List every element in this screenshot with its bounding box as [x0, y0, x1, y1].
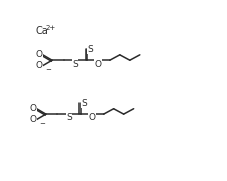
Text: O: O	[29, 104, 36, 113]
Text: O: O	[35, 50, 42, 59]
Text: S: S	[88, 45, 94, 54]
Text: S: S	[72, 60, 78, 69]
Text: S: S	[66, 113, 72, 123]
Text: O: O	[29, 115, 36, 124]
Text: O: O	[35, 61, 42, 70]
Text: S: S	[81, 99, 87, 108]
Text: 2+: 2+	[45, 25, 55, 31]
Text: O: O	[95, 60, 102, 69]
Text: Ca: Ca	[35, 26, 48, 36]
Text: −: −	[45, 67, 51, 73]
Text: O: O	[89, 113, 96, 123]
Text: −: −	[39, 121, 45, 127]
